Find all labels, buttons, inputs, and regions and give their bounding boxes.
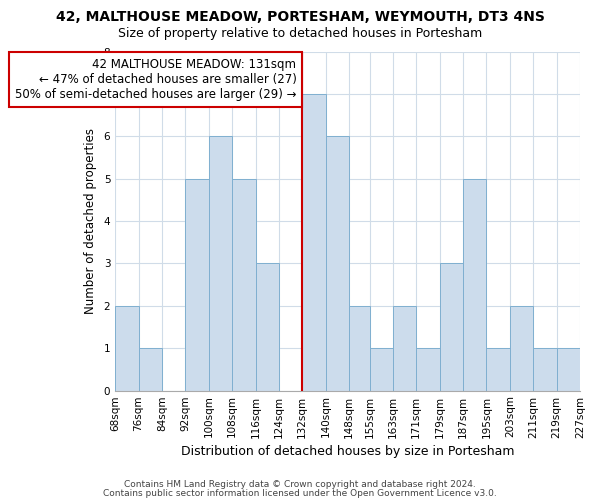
Y-axis label: Number of detached properties: Number of detached properties (84, 128, 97, 314)
Bar (440, 264, 463, 390)
Bar (302, 94, 326, 390)
Bar (533, 348, 557, 391)
Bar (209, 136, 232, 390)
Bar (349, 306, 370, 390)
Bar (185, 178, 209, 390)
Bar (416, 348, 440, 391)
Bar (487, 348, 510, 391)
Bar (393, 306, 416, 390)
Text: 42, MALTHOUSE MEADOW, PORTESHAM, WEYMOUTH, DT3 4NS: 42, MALTHOUSE MEADOW, PORTESHAM, WEYMOUT… (56, 10, 544, 24)
Bar (256, 264, 279, 390)
Bar (463, 178, 487, 390)
Text: 42 MALTHOUSE MEADOW: 131sqm
← 47% of detached houses are smaller (27)
50% of sem: 42 MALTHOUSE MEADOW: 131sqm ← 47% of det… (15, 58, 296, 101)
Bar (510, 306, 533, 390)
Bar (115, 306, 139, 390)
Bar (232, 178, 256, 390)
Bar (370, 348, 393, 391)
Bar (326, 136, 349, 390)
Bar (557, 348, 580, 391)
Text: Size of property relative to detached houses in Portesham: Size of property relative to detached ho… (118, 28, 482, 40)
X-axis label: Distribution of detached houses by size in Portesham: Distribution of detached houses by size … (181, 444, 514, 458)
Bar (139, 348, 162, 391)
Text: Contains public sector information licensed under the Open Government Licence v3: Contains public sector information licen… (103, 488, 497, 498)
Text: Contains HM Land Registry data © Crown copyright and database right 2024.: Contains HM Land Registry data © Crown c… (124, 480, 476, 489)
